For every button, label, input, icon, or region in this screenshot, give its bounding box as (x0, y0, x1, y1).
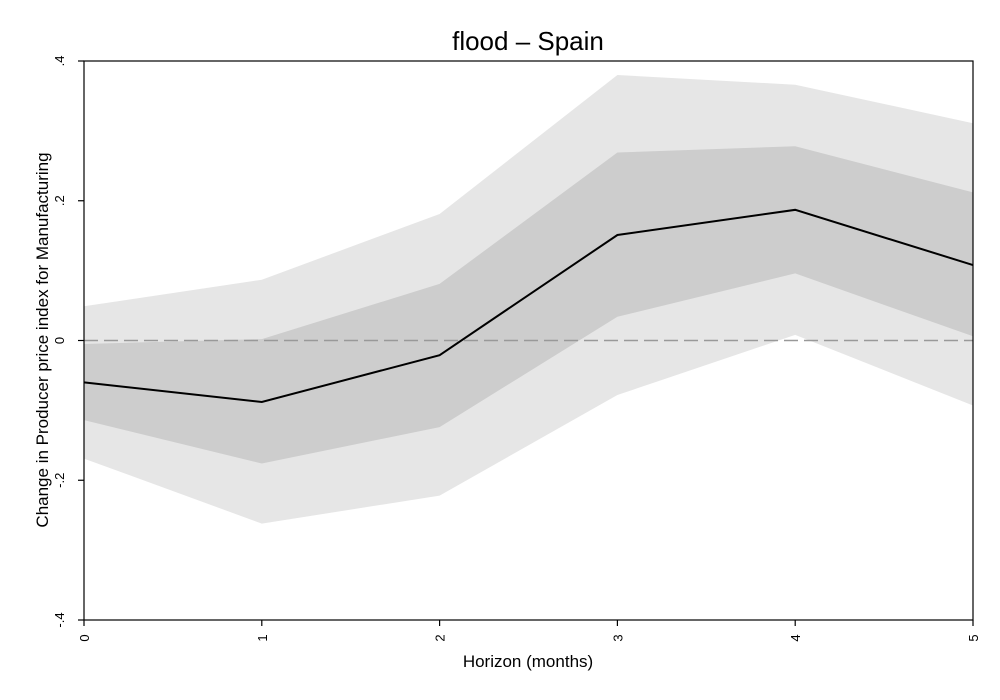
x-axis-label: Horizon (months) (463, 652, 593, 671)
y-tick-label: -.4 (52, 612, 67, 627)
x-tick-label: 5 (966, 634, 981, 641)
y-tick-label: -.2 (52, 473, 67, 488)
y-tick-label: .4 (52, 56, 67, 67)
y-axis-label: Change in Producer price index for Manuf… (33, 152, 52, 527)
x-tick-label: 3 (610, 634, 625, 641)
confidence-bands (84, 74, 973, 524)
x-tick-label: 0 (77, 634, 92, 641)
y-tick-label: 0 (52, 337, 67, 344)
series-line (83, 208, 974, 404)
y-tick-label: .2 (52, 195, 67, 206)
chart-title: flood – Spain (452, 26, 604, 56)
x-axis-ticks: 0 1 2 3 4 5 (77, 620, 981, 642)
x-tick-label: 2 (433, 634, 448, 641)
x-tick-label: 1 (255, 634, 270, 641)
confidence-band-2 (84, 146, 973, 464)
y-axis-ticks: -.4 -.2 0 .2 .4 (52, 56, 84, 628)
x-tick-label: 4 (788, 634, 803, 641)
